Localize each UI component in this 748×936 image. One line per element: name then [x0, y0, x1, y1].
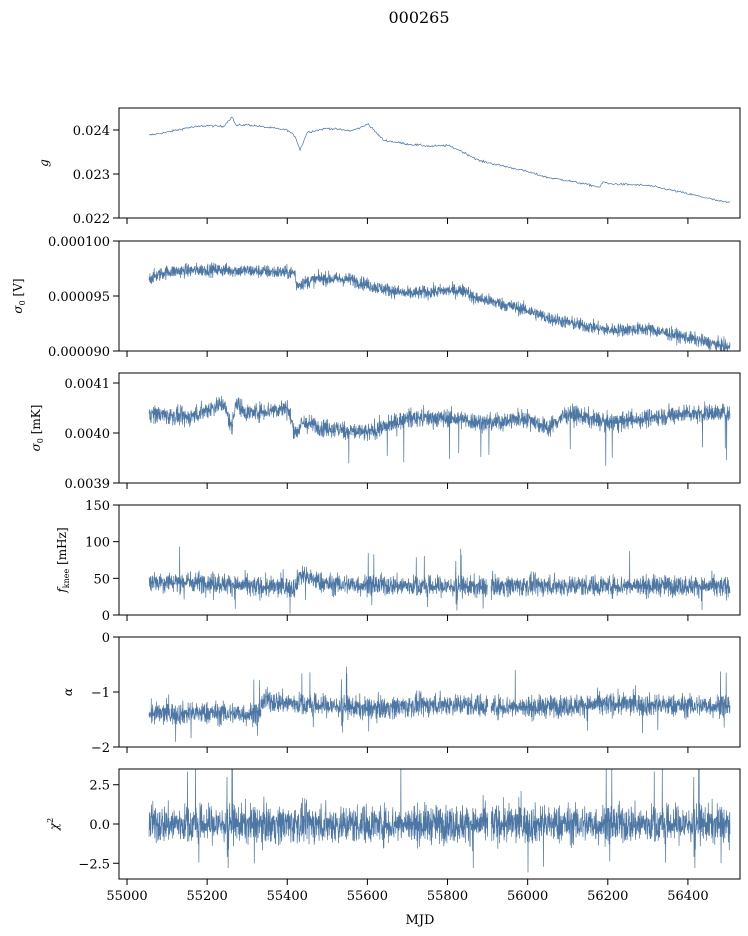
y-axis-label: σ0 [mK] — [29, 405, 45, 452]
y-tick-label: 0.0040 — [65, 427, 111, 442]
x-tick-label: 55600 — [347, 889, 388, 904]
subplots: 0.0220.0230.024g0.0000900.0000950.000100… — [11, 107, 741, 904]
series-line — [148, 395, 731, 466]
y-tick-label: 150 — [85, 499, 110, 514]
x-tick-label: 55000 — [106, 889, 147, 904]
axes-frame — [118, 240, 741, 352]
subplot-3: 0.0039 0.0040 0.0041 σ0 [mK] — [29, 372, 741, 492]
axes-frame — [118, 504, 741, 616]
subplot-4: 0 50 100 150 fknee [mHz] — [55, 499, 741, 624]
series-line — [148, 769, 731, 873]
series-line — [148, 262, 731, 351]
x-tick-label: 55400 — [267, 889, 308, 904]
y-tick-label: 2.5 — [89, 779, 110, 794]
x-tick-label: 55800 — [427, 889, 468, 904]
axes-frame — [118, 636, 741, 748]
y-tick-label: −2 — [91, 741, 110, 756]
y-tick-label: 0.000100 — [48, 235, 110, 250]
subplot-2: 0.000090 0.000095 0.000100 σ0 [V] — [11, 235, 741, 360]
y-tick-label: 0.0 — [89, 818, 110, 833]
y-axis-label: g — [37, 159, 51, 167]
y-axis-label: fknee [mHz] — [55, 527, 71, 593]
y-tick-label: 0.023 — [73, 168, 110, 183]
y-axis-label: σ0 [V] — [11, 278, 27, 313]
axes-frame — [118, 107, 741, 219]
y-tick-label: 0 — [102, 609, 110, 624]
series-line — [148, 546, 731, 614]
x-tick-label: 56200 — [587, 889, 628, 904]
y-tick-label: 50 — [93, 572, 110, 587]
y-tick-label: −2.5 — [78, 857, 110, 872]
y-tick-label: 0 — [102, 631, 110, 646]
y-axis-label: χ2 — [46, 818, 61, 831]
subplot-5: −2 −1 0 α — [61, 631, 741, 756]
x-axis-label: MJD — [406, 913, 435, 928]
x-tick-label: 55200 — [186, 889, 227, 904]
y-tick-label: 0.0041 — [65, 377, 111, 392]
y-tick-label: 0.000095 — [48, 290, 110, 305]
series-line — [148, 666, 731, 742]
y-tick-label: 100 — [85, 536, 110, 551]
y-tick-label: 0.024 — [73, 124, 110, 139]
axes-frame — [118, 372, 741, 484]
y-tick-label: 0.0039 — [65, 477, 111, 492]
y-tick-label: 0.000090 — [48, 345, 110, 360]
x-tick-label: 56000 — [507, 889, 548, 904]
subplot-6: −2.5 0.0 2.5 55000 55200 55400 55600 55800 56000… — [46, 768, 741, 904]
series-line — [149, 116, 731, 203]
x-tick-label: 56400 — [667, 889, 708, 904]
figure-title: 000265 — [388, 8, 449, 27]
y-axis-label: α — [61, 688, 75, 696]
subplot-1: 0.022 0.023 0.024 g — [37, 107, 741, 227]
y-tick-label: 0.022 — [73, 212, 110, 227]
y-tick-label: −1 — [91, 686, 110, 701]
